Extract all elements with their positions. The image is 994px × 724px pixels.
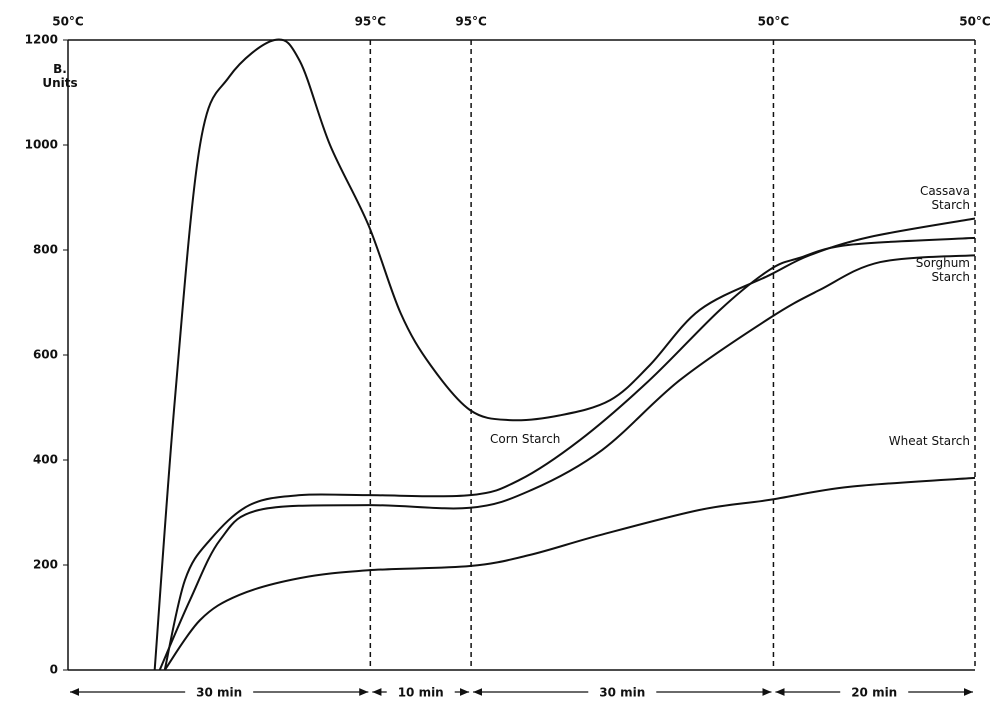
series-line xyxy=(155,39,975,670)
duration-label: 10 min xyxy=(398,686,444,700)
temperature-label: 50°C xyxy=(758,15,790,29)
y-tick-label: 1000 xyxy=(25,138,58,152)
series-label: Cassava Starch xyxy=(880,184,970,212)
y-tick-label: 1200 xyxy=(25,33,58,47)
y-tick-label: 200 xyxy=(33,558,58,572)
chart: 0 200 400 600 800 1000 1200 50°C 95°C 95°C 50°C 50°… xyxy=(0,0,994,724)
temperature-label: 50°C xyxy=(959,15,991,29)
y-tick-label: 400 xyxy=(33,453,58,467)
series-label: Wheat Starch xyxy=(880,434,970,448)
temperature-label: 95°C xyxy=(355,15,387,29)
series-label: Sorghum Starch xyxy=(880,256,970,284)
temperature-label: 95°C xyxy=(455,15,487,29)
y-tick-label: 600 xyxy=(33,348,58,362)
series-label: Corn Starch xyxy=(490,432,580,446)
y-tick-label: 800 xyxy=(33,243,58,257)
y-tick-label: 0 xyxy=(50,663,58,677)
chart-page: 0 200 400 600 800 1000 1200 50°C 95°C 95°C 50°C 50°… xyxy=(0,0,994,724)
duration-label: 30 min xyxy=(599,686,645,700)
series-line xyxy=(165,238,975,670)
duration-label: 30 min xyxy=(196,686,242,700)
y-axis-label: B. Units xyxy=(40,62,80,90)
duration-label: 20 min xyxy=(851,686,897,700)
series-line xyxy=(160,255,975,670)
temperature-label: 50°C xyxy=(52,15,84,29)
